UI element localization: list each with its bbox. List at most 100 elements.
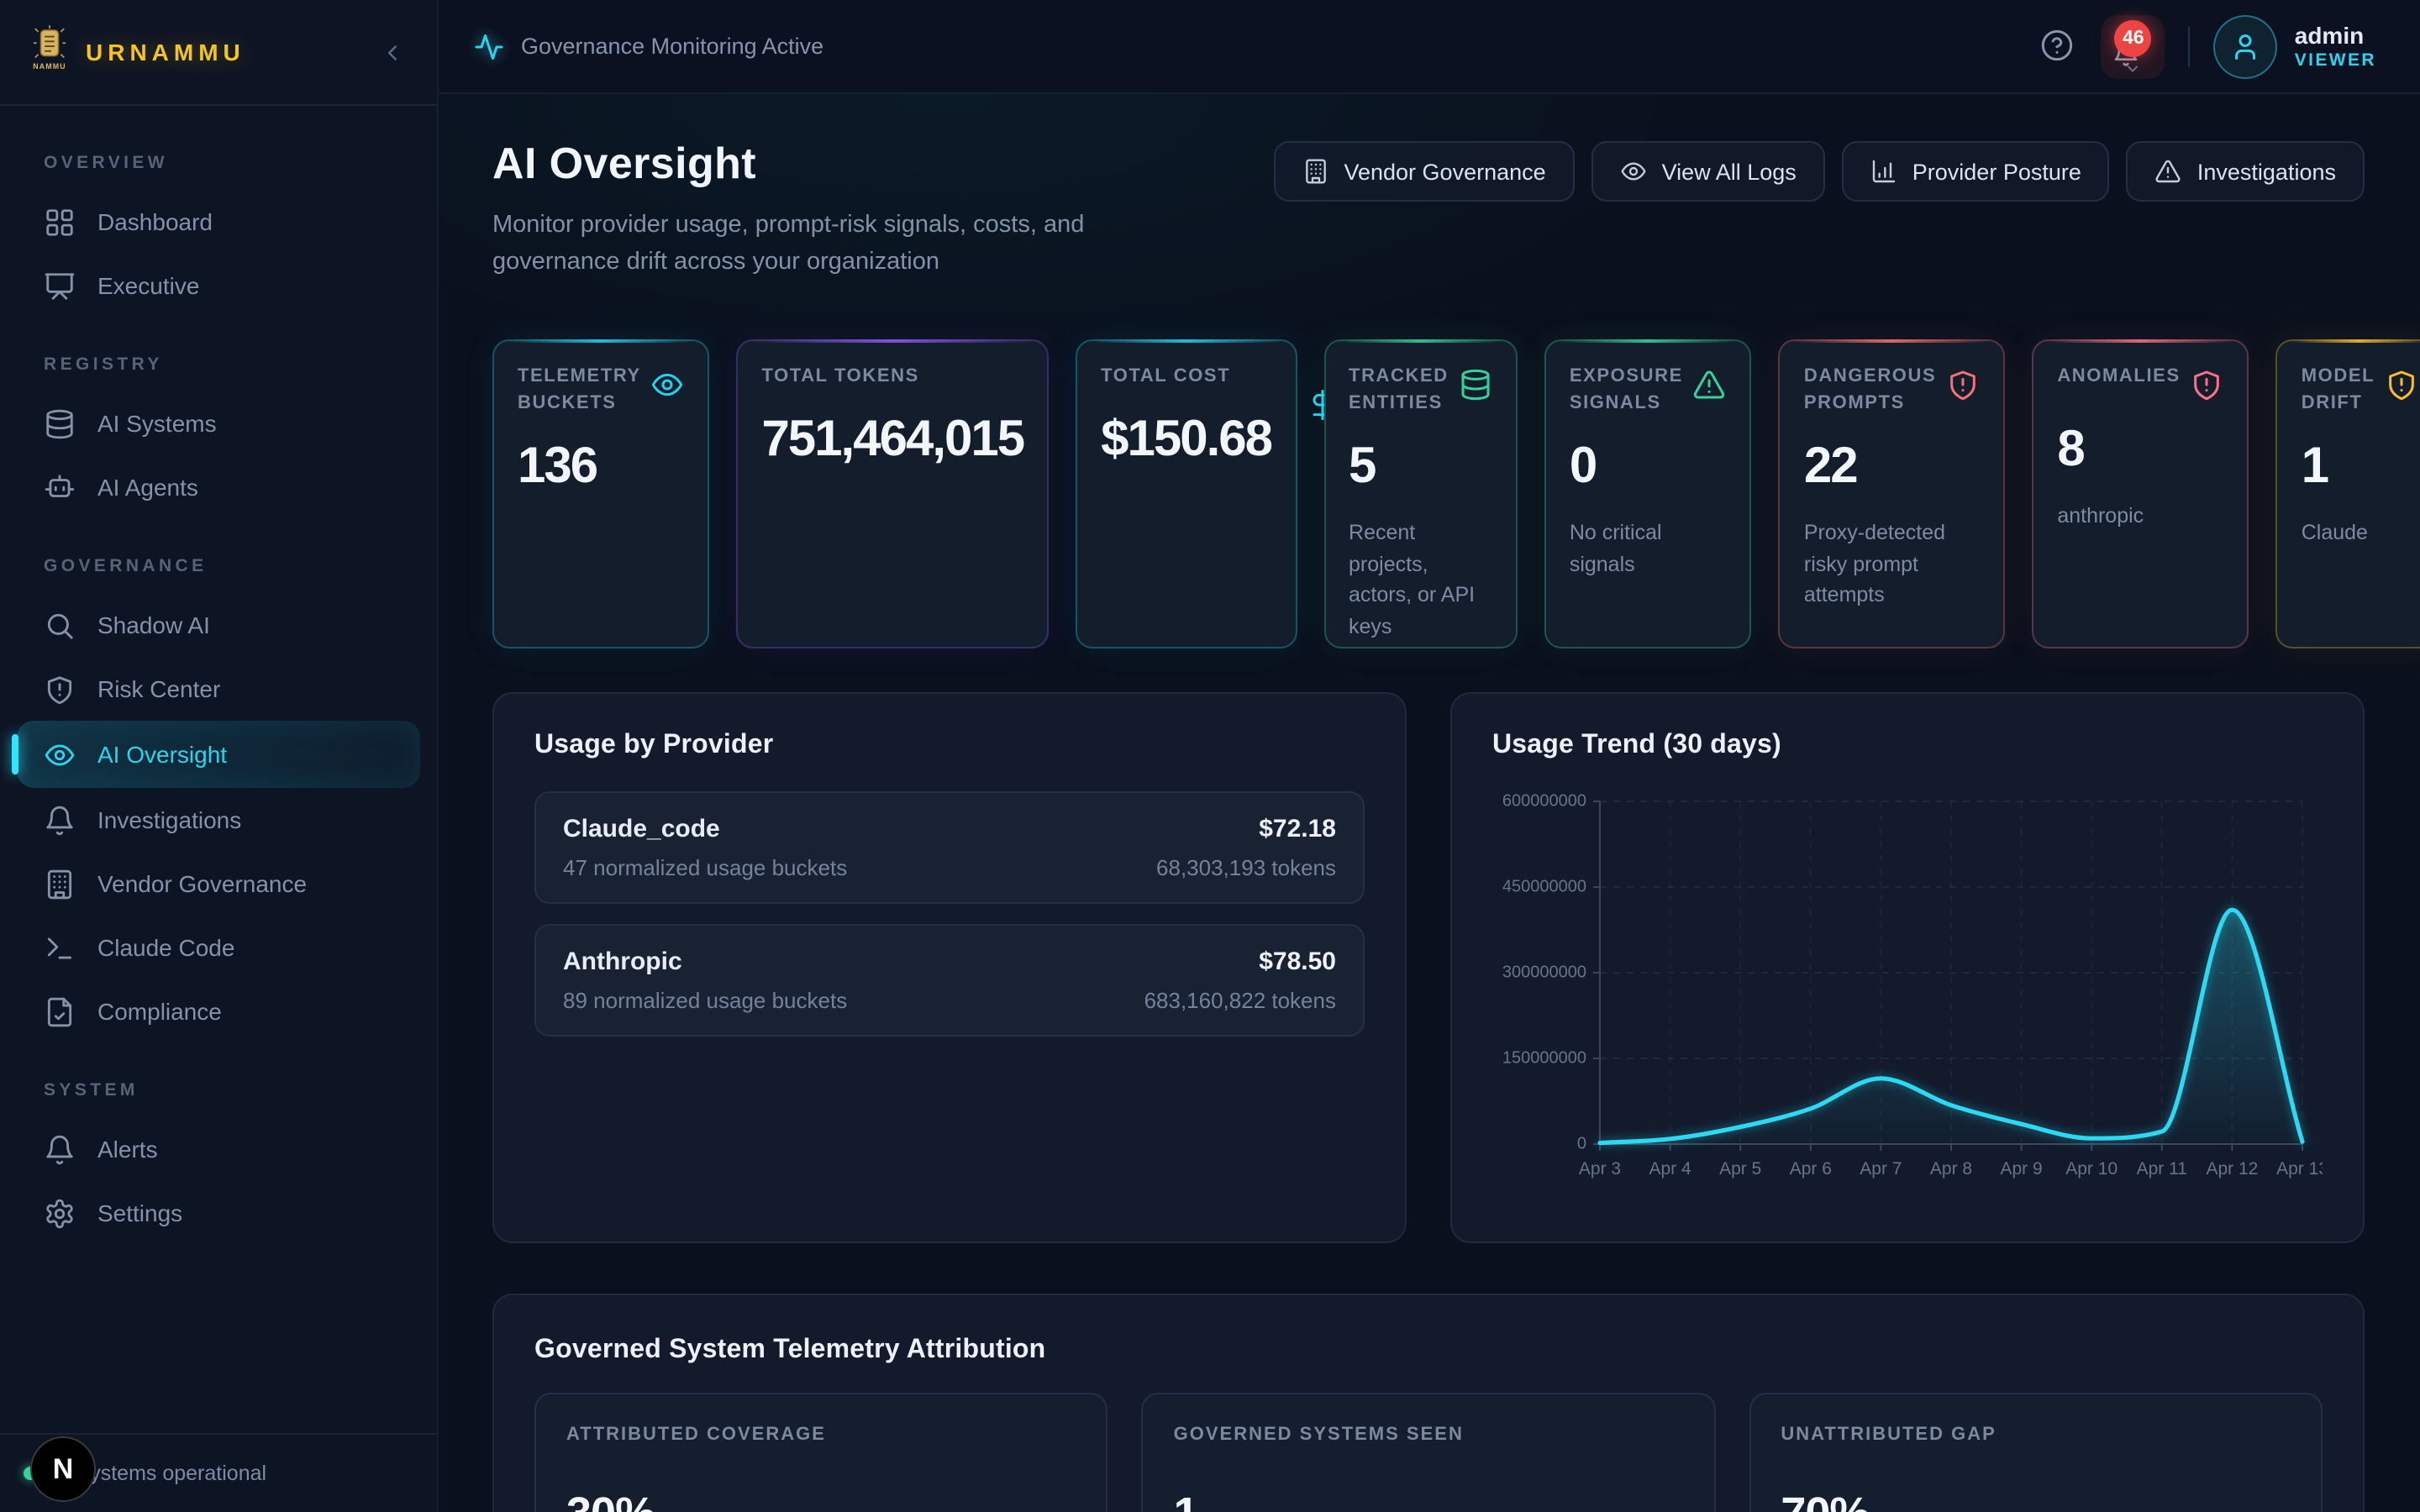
sidebar: NAMMU URNAMMU OVERVIEW Dashboard Executive…: [0, 0, 439, 1512]
nav-section-label: GOVERNANCE: [44, 556, 208, 576]
stat-note: anthropic: [2057, 503, 2144, 528]
database-icon: [46, 408, 73, 438]
attribution-card-value: 1: [1174, 1488, 1684, 1512]
stat-accent-line: [1793, 339, 1991, 343]
bell-icon: [46, 1134, 73, 1164]
svg-text:300000000: 300000000: [1502, 963, 1586, 981]
svg-text:Apr 12: Apr 12: [2206, 1159, 2258, 1179]
provider-tokens: 68,303,193 tokens: [1156, 854, 1336, 880]
stat-value: 8: [2057, 421, 2085, 477]
sidebar-item-ai-systems[interactable]: AI Systems: [0, 391, 437, 455]
chevron-down-icon: [2128, 65, 2139, 71]
sidebar-collapse-button[interactable]: [373, 34, 410, 71]
stat-icon-holder: [1946, 368, 1980, 402]
sidebar-item-compliance[interactable]: Compliance: [0, 979, 437, 1043]
sidebar-item-settings[interactable]: Settings: [0, 1181, 437, 1245]
sidebar-item-label: Dashboard: [97, 208, 213, 235]
svg-text:Apr 11: Apr 11: [2137, 1159, 2187, 1179]
nextjs-dev-badge[interactable]: N: [30, 1436, 96, 1502]
stat-card-anomalies: ANOMALIES 8 anthropic: [2032, 339, 2249, 648]
sidebar-item-claude-code[interactable]: Claude Code: [0, 916, 437, 979]
sidebar-item-label: AI Systems: [97, 410, 217, 437]
provider-cost: $78.50: [1259, 947, 1336, 976]
sidebar-item-label: Alerts: [97, 1136, 158, 1163]
shield-alert-icon: [47, 675, 72, 704]
provider-row-anthropic[interactable]: Anthropic 89 normalized usage buckets $78.…: [534, 923, 1365, 1037]
stat-icon-holder: [1693, 368, 1727, 402]
sidebar-item-label: Settings: [97, 1200, 183, 1226]
vendor-governance-button[interactable]: Vendor Governance: [1273, 141, 1575, 202]
stat-accent-line: [2291, 339, 2420, 343]
attribution-card-value: 30%: [566, 1488, 1076, 1512]
stat-accent-line: [1559, 339, 1737, 343]
sidebar-item-label: Claude Code: [97, 934, 235, 961]
svg-text:Apr 3: Apr 3: [1579, 1159, 1621, 1179]
sidebar-item-alerts[interactable]: Alerts: [0, 1117, 437, 1181]
svg-text:Apr 9: Apr 9: [2000, 1159, 2042, 1179]
stat-icon-holder: [2385, 368, 2418, 402]
stat-accent-line: [1091, 339, 1282, 343]
provider-buckets: 89 normalized usage buckets: [563, 987, 848, 1013]
shield-alert-icon: [2194, 370, 2220, 401]
alert-triangle-icon: [1694, 370, 1726, 399]
notifications-button[interactable]: 46: [2101, 14, 2165, 78]
attribution-card-governed-systems-seen: GOVERNED SYSTEMS SEEN1Systems with attri…: [1141, 1392, 1716, 1512]
main-area: Governance Monitoring Active 46: [439, 0, 2420, 1512]
svg-text:0: 0: [1577, 1134, 1586, 1152]
stat-accent-line: [2047, 339, 2234, 343]
avatar: [2213, 14, 2278, 78]
attribution-card-attributed-coverage: ATTRIBUTED COVERAGE30%Of recent token vo…: [534, 1392, 1108, 1512]
svg-text:NAMMU: NAMMU: [33, 62, 66, 71]
provider-buckets: 47 normalized usage buckets: [563, 854, 848, 880]
stat-value: 136: [518, 438, 598, 494]
attribution-card-title: UNATTRIBUTED GAP: [1781, 1424, 1996, 1445]
action-button-label: Provider Posture: [1912, 159, 2081, 184]
eye-icon: [1621, 162, 1646, 181]
stat-accent-line: [508, 339, 695, 343]
usage-trend-svg: 0 150000000 300000000 450000000 600000000 Apr…: [1502, 791, 2323, 1179]
provider-row-claude_code[interactable]: Claude_code 47 normalized usage buckets $7…: [534, 790, 1365, 904]
provider-cost: $72.18: [1259, 814, 1336, 843]
sidebar-item-label: AI Oversight: [97, 741, 228, 768]
usage-by-provider-panel: Usage by Provider Claude_code 47 normaliz…: [492, 691, 1407, 1243]
attribution-card-unattributed-gap: UNATTRIBUTED GAP70%Remaining recent toke…: [1749, 1392, 2323, 1512]
stat-card-model-drift: MODEL DRIFT 1 Claude: [2275, 339, 2420, 648]
attribution-title: Governed System Telemetry Attribution: [534, 1335, 1046, 1364]
attribution-card-title: GOVERNED SYSTEMS SEEN: [1173, 1424, 1464, 1445]
stat-card-dangerous-prompts: DANGEROUS PROMPTS 22 Proxy-detected risky …: [1778, 339, 2006, 648]
sidebar-item-label: Shadow AI: [97, 612, 210, 638]
svg-text:Apr 10: Apr 10: [2065, 1159, 2118, 1179]
nav-section: OVERVIEW Dashboard Executive: [0, 116, 437, 318]
sidebar-item-risk-center[interactable]: Risk Center: [0, 657, 437, 721]
sidebar-item-ai-agents[interactable]: AI Agents: [0, 455, 437, 519]
user-menu[interactable]: admin VIEWER: [2213, 14, 2376, 78]
help-button[interactable]: [2041, 28, 2078, 65]
investigations-button[interactable]: Investigations: [2126, 141, 2365, 202]
attribution-panel: Governed System Telemetry Attribution AT…: [492, 1293, 2365, 1512]
sidebar-item-executive[interactable]: Executive: [0, 254, 437, 318]
stat-note: Claude: [2301, 520, 2368, 544]
sidebar-item-investigations[interactable]: Investigations: [0, 788, 437, 852]
svg-text:600000000: 600000000: [1502, 791, 1586, 810]
view-all-logs-button[interactable]: View All Logs: [1591, 141, 1825, 202]
trend-line: [1597, 907, 2305, 1146]
nav-section-label: REGISTRY: [44, 354, 163, 375]
sidebar-item-vendor-governance[interactable]: Vendor Governance: [0, 852, 437, 916]
provider-rows: Claude_code 47 normalized usage buckets $7…: [534, 790, 1365, 1037]
sidebar-item-dashboard[interactable]: Dashboard: [0, 190, 437, 254]
content: AI Oversight Monitor provider usage, pro…: [439, 94, 2420, 1512]
sidebar-item-ai-oversight[interactable]: AI Oversight: [12, 721, 420, 788]
governance-monitoring-status: Governance Monitoring Active: [474, 31, 823, 61]
svg-text:150000000: 150000000: [1502, 1048, 1586, 1067]
activity-pulse-icon: [475, 34, 503, 59]
action-button-label: Investigations: [2196, 159, 2336, 184]
stat-card-total-tokens: TOTAL TOKENS 751,464,015: [736, 339, 1050, 648]
usage-trend-panel: Usage Trend (30 days) 0 150000000 30000000…: [1450, 691, 2365, 1243]
stat-icon-holder: [1459, 368, 1492, 402]
stat-title: MODEL DRIFT: [2301, 365, 2375, 413]
sidebar-item-shadow-ai[interactable]: Shadow AI: [0, 593, 437, 657]
provider-posture-button[interactable]: Provider Posture: [1841, 141, 2110, 202]
stat-note: Proxy-detected risky prompt attempts: [1803, 520, 1946, 607]
building-icon: [1305, 159, 1326, 184]
